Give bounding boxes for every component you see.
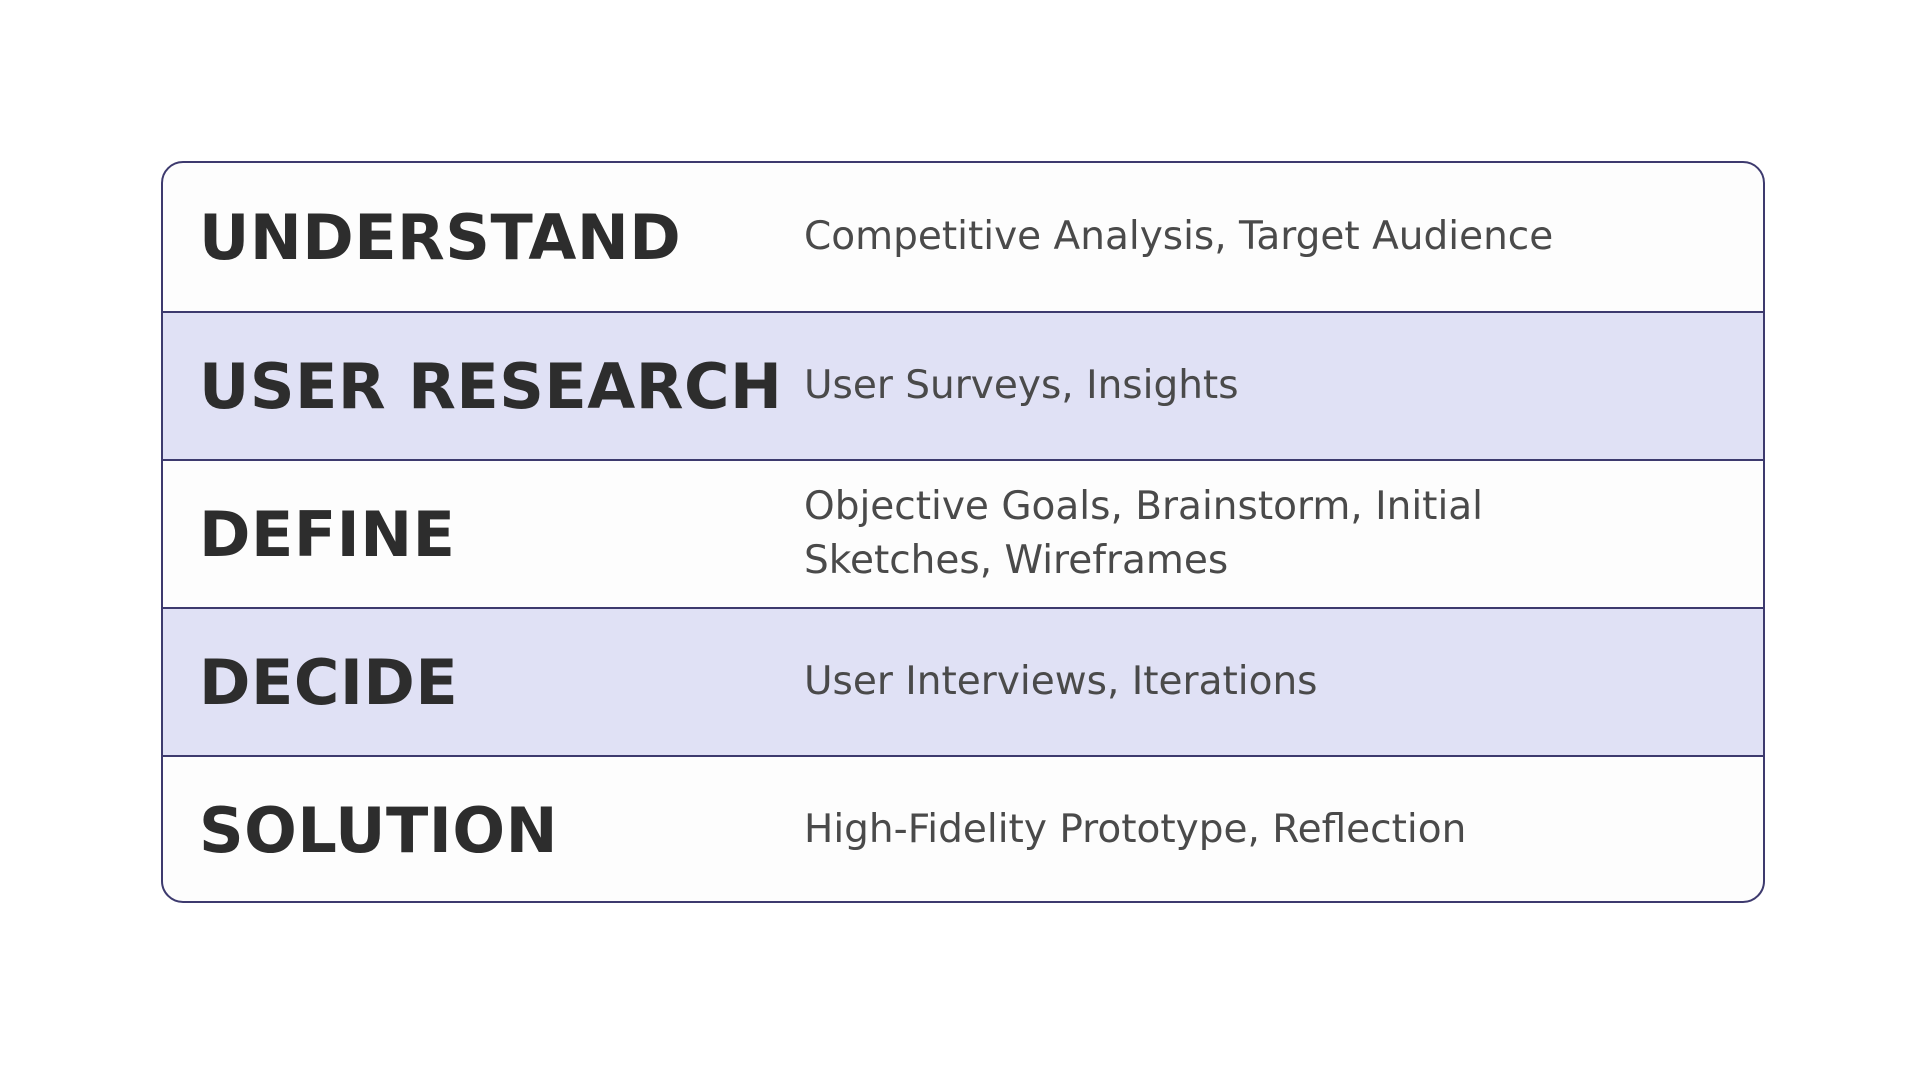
stage-activities: Competitive Analysis, Target Audience	[804, 214, 1554, 259]
stage-name: SOLUTION	[199, 793, 558, 867]
process-row-define: DEFINE Objective Goals, Brainstorm, Init…	[163, 459, 1763, 607]
process-table: UNDERSTAND Competitive Analysis, Target …	[161, 161, 1765, 903]
process-row-decide: DECIDE User Interviews, Iterations	[163, 607, 1763, 755]
stage-activities: User Interviews, Iterations	[804, 659, 1318, 704]
process-row-solution: SOLUTION High-Fidelity Prototype, Reflec…	[163, 755, 1763, 901]
process-row-understand: UNDERSTAND Competitive Analysis, Target …	[163, 163, 1763, 311]
process-row-user-research: USER RESEARCH User Surveys, Insights	[163, 311, 1763, 459]
stage-activities: User Surveys, Insights	[804, 363, 1239, 408]
stage-name: UNDERSTAND	[199, 200, 682, 274]
stage-activities: High-Fidelity Prototype, Reflection	[804, 807, 1467, 852]
stage-name: USER RESEARCH	[199, 349, 783, 423]
stage-activities: Objective Goals, Brainstorm, Initial Ske…	[804, 484, 1484, 583]
stage-name: DEFINE	[199, 497, 456, 571]
stage-name: DECIDE	[199, 645, 459, 719]
